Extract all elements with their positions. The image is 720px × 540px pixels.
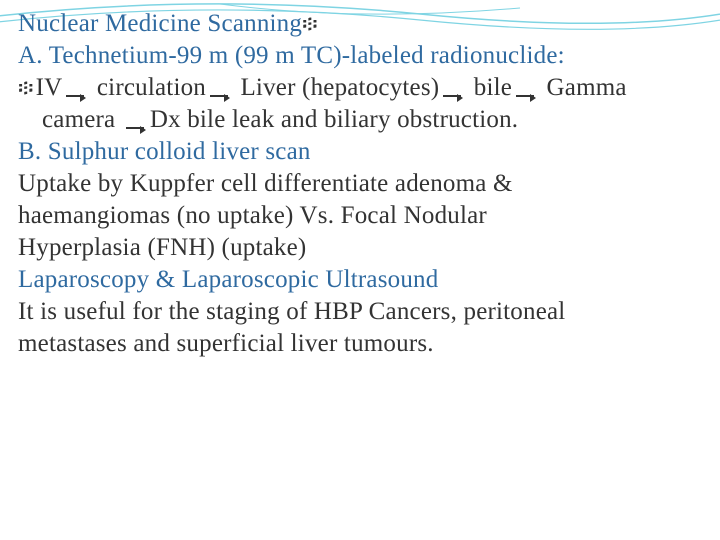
section-a-flow: ፨IV circulation Liver (hepatocytes) bile…	[18, 72, 702, 104]
section-a-flow-line2: camera Dx bile leak and biliary obstruct…	[18, 104, 702, 136]
slide-title: Nuclear Medicine Scanning፨	[18, 8, 702, 40]
flow-bile: bile	[474, 74, 512, 101]
section-b-body-2: haemangiomas (no uptake) Vs. Focal Nodul…	[18, 200, 702, 232]
flow-liver: Liver (hepatocytes)	[240, 74, 439, 101]
flow-camera: camera	[42, 106, 115, 133]
title-text: Nuclear Medicine Scanning	[18, 10, 302, 37]
flow-iv: IV	[36, 74, 63, 101]
curl-bullet-icon: ፨	[18, 74, 34, 102]
flow-circulation: circulation	[97, 74, 206, 101]
section-c-body-2: metastases and superficial liver tumours…	[18, 328, 702, 360]
section-b-body-3: Hyperplasia (FNH) (uptake)	[18, 232, 702, 264]
curl-bullet-icon: ፨	[302, 10, 318, 38]
section-b-body-1: Uptake by Kuppfer cell differentiate ade…	[18, 168, 702, 200]
section-a-label: A. Technetium-99 m (99 m TC)-labeled rad…	[18, 40, 702, 72]
section-c-heading: Laparoscopy & Laparoscopic Ultrasound	[18, 264, 702, 296]
flow-result: Dx bile leak and biliary obstruction.	[150, 106, 518, 133]
section-c-body-1: It is useful for the staging of HBP Canc…	[18, 296, 702, 328]
slide-content: Nuclear Medicine Scanning፨ A. Technetium…	[0, 0, 720, 360]
section-b-label: B. Sulphur colloid liver scan	[18, 136, 702, 168]
flow-gamma: Gamma	[547, 74, 627, 101]
